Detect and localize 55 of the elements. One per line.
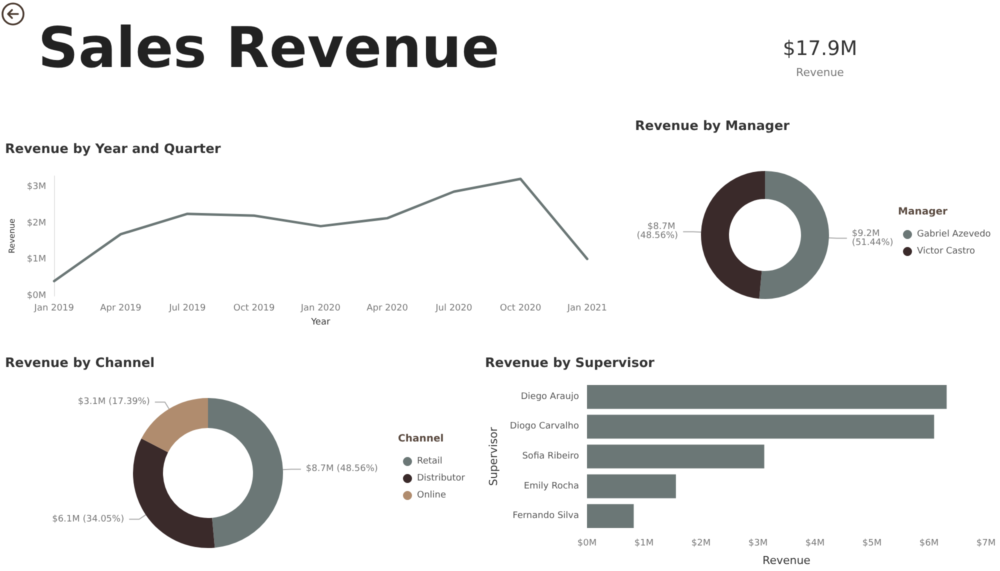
x-tick-label: Apr 2019 bbox=[100, 304, 142, 314]
chart-title: Revenue by Channel bbox=[5, 356, 155, 371]
legend-label: Retail bbox=[417, 456, 442, 466]
data-label: $9.2M (51.44%) bbox=[852, 228, 894, 248]
text: Sales Revenue bbox=[38, 15, 500, 83]
y-tick-label: Fernando Silva bbox=[512, 511, 579, 522]
y-axis-title: Supervisor bbox=[487, 426, 500, 486]
x-tick-label: $2M bbox=[691, 538, 711, 548]
bar bbox=[587, 504, 634, 528]
y-tick-label: $0M bbox=[26, 291, 46, 301]
y-tick-label: Diego Araujo bbox=[520, 392, 580, 402]
x-tick-label: $0M bbox=[577, 538, 597, 548]
legend-label: Distributor bbox=[417, 474, 466, 484]
legend-title: Channel bbox=[398, 434, 444, 444]
x-tick-label: $6M bbox=[919, 538, 939, 548]
x-axis-title: Year bbox=[310, 317, 330, 328]
legend-label: Victor Castro bbox=[917, 246, 976, 256]
bar bbox=[587, 384, 947, 409]
x-tick-label: Oct 2019 bbox=[233, 304, 275, 314]
x-tick-label: Jan 2020 bbox=[300, 304, 341, 314]
x-tick-label: $3M bbox=[748, 538, 768, 548]
x-tick-label: Jan 2021 bbox=[566, 304, 607, 314]
line-series bbox=[52, 178, 588, 282]
legend-label: Online bbox=[417, 490, 446, 500]
x-tick-label: Oct 2020 bbox=[500, 304, 542, 314]
y-tick-label: Sofia Ribeiro bbox=[522, 452, 580, 462]
text: $17.9M bbox=[782, 36, 858, 60]
legend-label: Gabriel Azevedo bbox=[917, 230, 992, 240]
y-tick-label: Emily Rocha bbox=[524, 481, 579, 492]
category-label: Revenue bbox=[795, 66, 845, 79]
bar bbox=[587, 444, 764, 468]
x-tick-label: Jul 2020 bbox=[434, 304, 472, 314]
chart-title: Revenue by Manager bbox=[635, 119, 790, 134]
x-tick-label: $4M bbox=[805, 538, 825, 548]
y-tick-label: Diogo Carvalho bbox=[510, 422, 580, 432]
bar bbox=[587, 474, 676, 498]
x-tick-label: $1M bbox=[634, 538, 654, 548]
x-tick-label: Jul 2019 bbox=[168, 304, 206, 314]
data-label: $3.1M (17.39%) bbox=[78, 397, 150, 408]
x-tick-label: $7M bbox=[976, 538, 996, 548]
chart-title: Revenue by Year and Quarter bbox=[5, 142, 222, 157]
x-axis-title: Revenue bbox=[762, 554, 811, 567]
y-tick-label: $2M bbox=[26, 218, 46, 228]
data-label: $6.1M (34.05%) bbox=[52, 514, 124, 524]
x-tick-label: $5M bbox=[862, 538, 882, 548]
x-tick-label: Jan 2019 bbox=[33, 304, 74, 314]
legend-title: Manager bbox=[898, 206, 948, 218]
x-tick-label: Apr 2020 bbox=[366, 304, 408, 314]
chart-title: Revenue by Supervisor bbox=[485, 356, 656, 371]
y-axis-title: Revenue bbox=[8, 218, 16, 254]
data-label: $8.7M (48.56%) bbox=[306, 464, 378, 474]
y-tick-label: $1M bbox=[26, 254, 46, 265]
bar bbox=[587, 414, 934, 439]
y-tick-label: $3M bbox=[26, 182, 46, 192]
data-label: $8.7M (48.56%) bbox=[636, 222, 678, 242]
